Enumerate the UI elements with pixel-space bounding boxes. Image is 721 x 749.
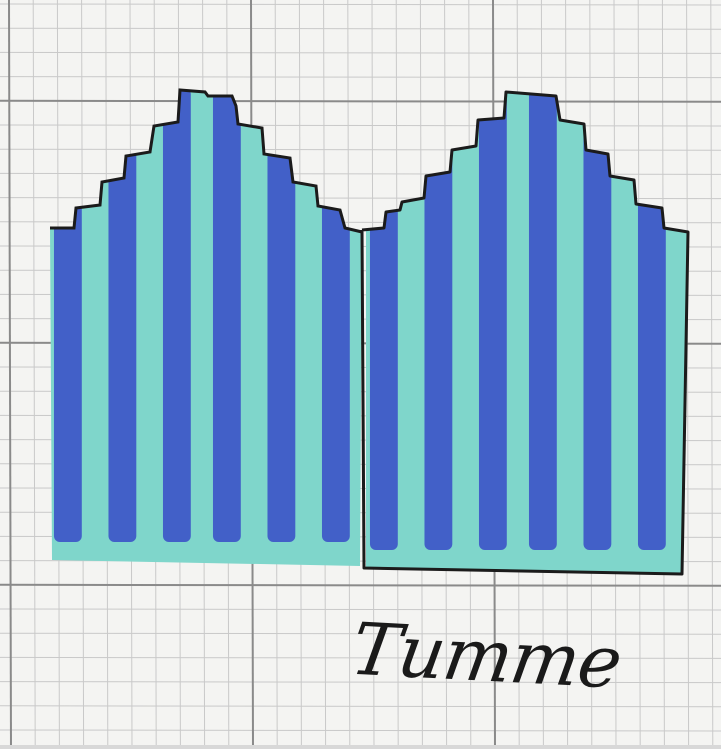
fine-grid-line xyxy=(710,0,714,749)
fine-grid-line xyxy=(0,656,721,659)
left-piece-top-outline xyxy=(50,88,363,234)
fine-grid-line xyxy=(0,76,721,79)
right-blue-stripe xyxy=(424,92,453,550)
fine-grid-line xyxy=(0,51,721,54)
left-blue-stripe xyxy=(267,90,296,542)
fine-grid-line xyxy=(0,681,721,684)
fine-grid-line xyxy=(0,705,721,708)
left-blue-stripe xyxy=(108,90,137,542)
right-blue-stripe xyxy=(583,92,612,550)
fine-grid-line xyxy=(0,608,721,611)
fine-grid-line xyxy=(0,632,721,635)
right-blue-stripe xyxy=(528,92,557,550)
fine-grid-line xyxy=(0,124,721,127)
fine-grid-line xyxy=(686,0,690,749)
major-grid-line xyxy=(0,99,721,103)
fine-grid-line xyxy=(0,148,721,151)
left-blue-stripe xyxy=(162,90,191,542)
major-grid-line xyxy=(8,0,12,749)
right-piece-outline xyxy=(360,90,690,576)
handwritten-label-tumme: Tumme xyxy=(345,607,627,705)
fine-grid-line xyxy=(0,27,721,30)
major-grid-line xyxy=(0,583,721,587)
fine-grid-line xyxy=(0,729,721,732)
left-blue-stripe xyxy=(212,90,241,542)
fine-grid-line xyxy=(0,3,721,6)
right-blue-stripe xyxy=(478,92,507,550)
